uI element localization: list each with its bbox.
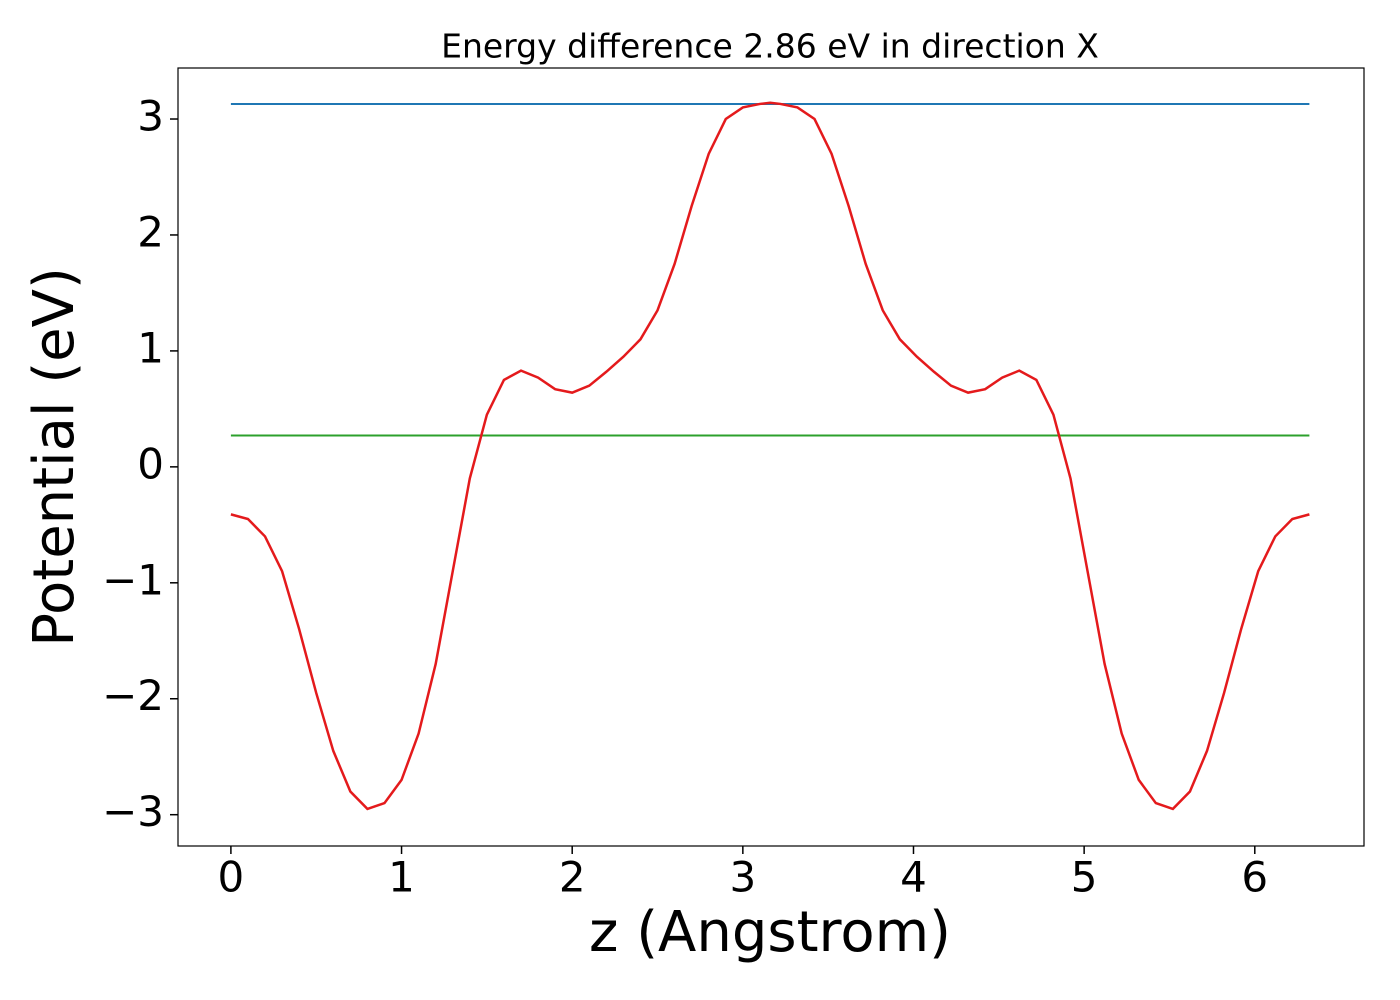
y-tick-label: 3 (137, 92, 164, 141)
chart-title: Energy difference 2.86 eV in direction X (441, 27, 1099, 66)
x-tick-label: 2 (559, 853, 586, 902)
y-axis-label: Potential (eV) (22, 267, 87, 647)
x-tick-label: 1 (388, 853, 415, 902)
y-tick-label: 2 (137, 207, 164, 256)
x-tick-label: 6 (1241, 853, 1268, 902)
y-tick-label: −1 (102, 555, 164, 604)
x-tick-label: 5 (1071, 853, 1098, 902)
y-tick-label: −2 (102, 671, 164, 720)
x-tick-label: 4 (900, 853, 927, 902)
axes-frame (177, 67, 1365, 847)
x-axis-label: z (Angstrom) (589, 900, 951, 965)
y-tick-label: −3 (102, 787, 164, 836)
line-series (230, 101, 1310, 811)
y-tick-label: 1 (137, 323, 164, 372)
x-tick-label: 3 (729, 853, 756, 902)
x-tick-label: 0 (218, 853, 245, 902)
y-tick-label: 0 (137, 439, 164, 488)
